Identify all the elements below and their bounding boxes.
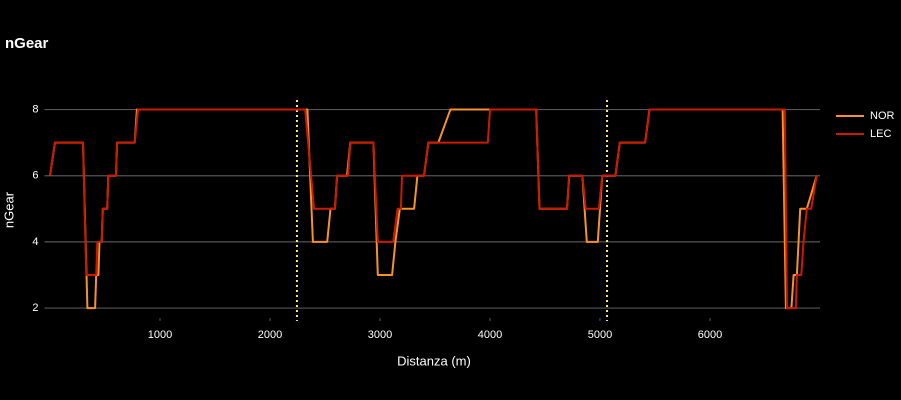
chart-title: nGear: [5, 35, 49, 52]
x-tick-label: 2000: [258, 329, 282, 341]
y-tick-label: 4: [32, 236, 38, 248]
y-tick-label: 8: [32, 103, 38, 115]
y-tick-label: 2: [32, 302, 38, 314]
x-axis-title: Distanza (m): [397, 353, 471, 368]
x-tick-label: 5000: [588, 329, 612, 341]
legend-label: NOR: [870, 110, 895, 122]
x-tick-label: 4000: [478, 329, 502, 341]
x-tick-label: 6000: [698, 329, 722, 341]
series-line: [49, 108, 818, 310]
y-tick-label: 6: [32, 170, 38, 182]
legend-label: LEC: [870, 128, 891, 140]
series-line: [49, 108, 818, 310]
x-tick-label: 3000: [368, 329, 392, 341]
y-axis-title: nGear: [1, 191, 16, 228]
x-tick-label: 1000: [148, 329, 172, 341]
